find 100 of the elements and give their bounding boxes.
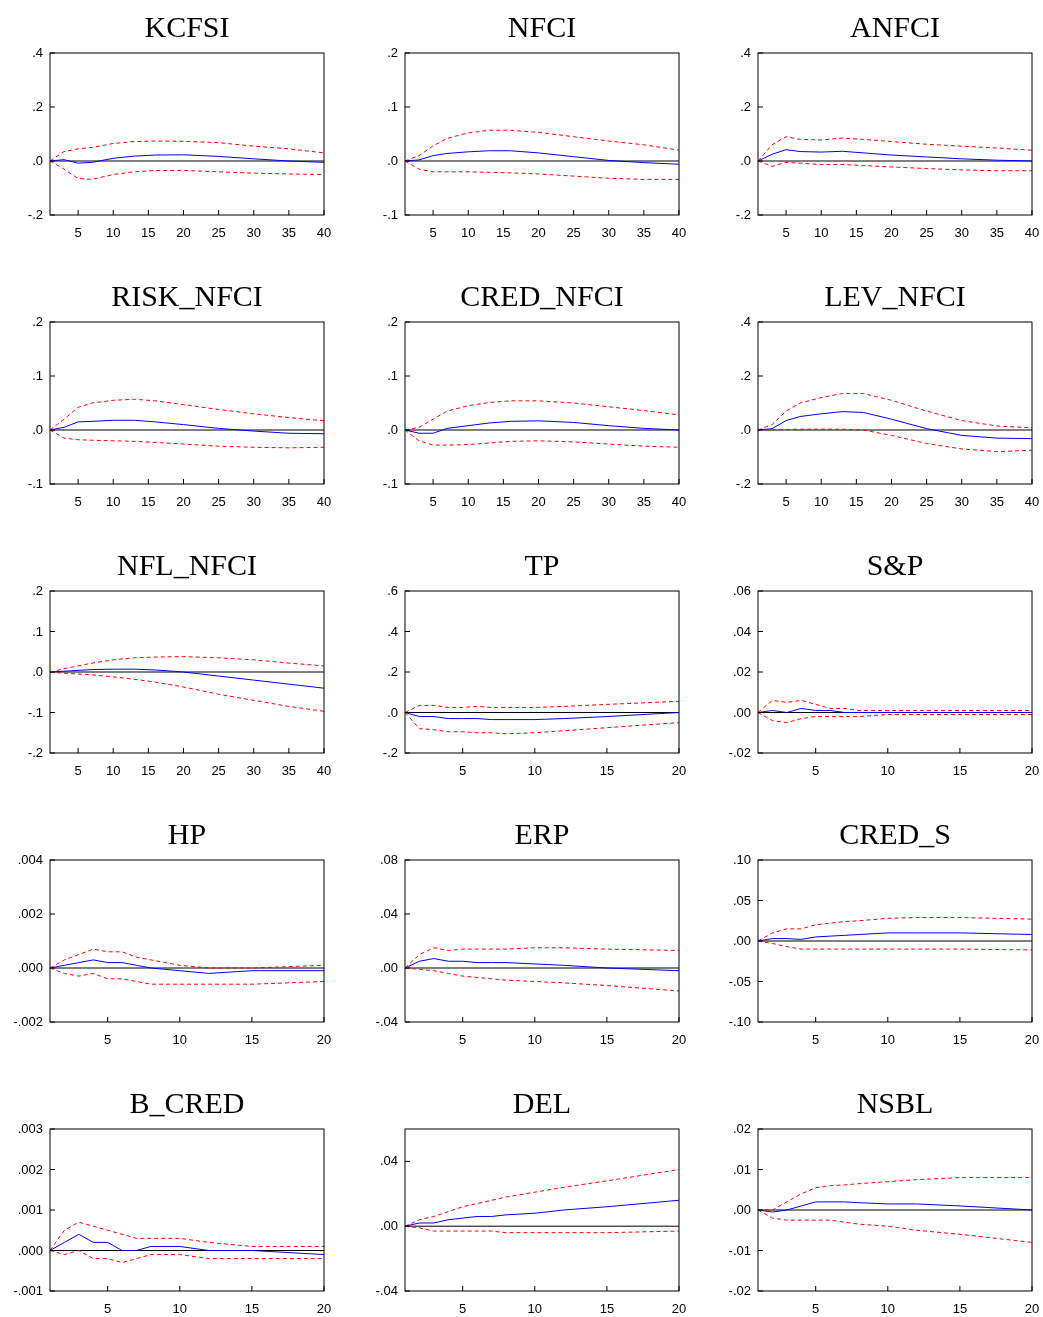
y-tick-label: .00 bbox=[379, 960, 398, 975]
x-tick-label: 20 bbox=[531, 494, 546, 509]
y-tick-label: .00 bbox=[732, 1202, 751, 1217]
x-tick-label: 5 bbox=[104, 1301, 112, 1316]
x-tick-label: 20 bbox=[671, 1301, 687, 1316]
x-tick-label: 30 bbox=[246, 763, 261, 778]
y-tick-label: -.2 bbox=[27, 745, 43, 760]
y-tick-label: .000 bbox=[17, 1242, 43, 1258]
x-tick-label: 5 bbox=[429, 225, 437, 240]
x-tick-label: 10 bbox=[461, 494, 476, 509]
chart-title: RISK_NFCI bbox=[111, 279, 263, 312]
x-tick-label: 10 bbox=[880, 763, 896, 778]
chart-title: B_CRED bbox=[129, 1086, 245, 1119]
x-tick-label: 10 bbox=[814, 494, 829, 509]
x-tick-label: 15 bbox=[599, 763, 615, 778]
y-tick-label: -.2 bbox=[735, 476, 751, 491]
y-tick-label: .0 bbox=[32, 664, 43, 679]
x-tick-label: 40 bbox=[316, 763, 332, 778]
x-tick-label: 20 bbox=[316, 1301, 332, 1316]
x-tick-label: 40 bbox=[316, 225, 332, 240]
x-tick-label: 5 bbox=[812, 763, 820, 778]
x-tick-label: 30 bbox=[954, 225, 969, 240]
y-tick-label: .1 bbox=[387, 99, 398, 114]
y-tick-label: .001 bbox=[17, 1202, 43, 1217]
y-tick-label: .6 bbox=[387, 583, 398, 598]
x-tick-label: 30 bbox=[954, 494, 969, 509]
y-tick-label: .2 bbox=[32, 314, 43, 329]
x-tick-label: 10 bbox=[172, 1032, 188, 1047]
x-tick-label: 20 bbox=[176, 494, 191, 509]
y-tick-label: .04 bbox=[732, 623, 751, 639]
x-tick-label: 15 bbox=[141, 494, 156, 509]
y-tick-label: .2 bbox=[387, 45, 398, 60]
y-tick-label: -.2 bbox=[382, 745, 398, 760]
x-tick-label: 5 bbox=[782, 494, 790, 509]
x-tick-label: 15 bbox=[244, 1032, 260, 1047]
y-tick-label: .02 bbox=[732, 1121, 751, 1136]
x-tick-label: 10 bbox=[106, 494, 121, 509]
x-tick-label: 20 bbox=[671, 763, 687, 778]
x-tick-label: 5 bbox=[812, 1032, 820, 1047]
y-tick-label: -.1 bbox=[382, 207, 398, 222]
x-tick-label: 5 bbox=[782, 225, 790, 240]
chart-title: CRED_S bbox=[839, 817, 951, 850]
chart-title: NFL_NFCI bbox=[116, 548, 258, 581]
y-tick-label: .0 bbox=[32, 153, 43, 168]
x-tick-label: 20 bbox=[1024, 1301, 1040, 1316]
y-tick-label: -.04 bbox=[375, 1014, 398, 1029]
x-tick-label: 10 bbox=[880, 1301, 896, 1316]
x-tick-label: 35 bbox=[636, 225, 652, 240]
y-tick-label: .004 bbox=[17, 852, 43, 867]
x-tick-label: 30 bbox=[246, 225, 261, 240]
x-tick-label: 15 bbox=[599, 1032, 615, 1047]
y-tick-label: .00 bbox=[732, 933, 751, 948]
x-tick-label: 20 bbox=[671, 1032, 687, 1047]
x-tick-label: 15 bbox=[952, 763, 968, 778]
y-tick-label: .2 bbox=[32, 583, 43, 598]
x-tick-label: 25 bbox=[919, 225, 934, 240]
x-tick-label: 30 bbox=[601, 225, 616, 240]
x-tick-label: 15 bbox=[952, 1301, 968, 1316]
x-tick-label: 30 bbox=[246, 494, 261, 509]
y-tick-label: -.02 bbox=[728, 1283, 751, 1298]
y-tick-label: -.05 bbox=[728, 973, 751, 989]
x-tick-label: 20 bbox=[1024, 1032, 1040, 1047]
chart-title: DEL bbox=[512, 1086, 572, 1119]
chart-title: CRED_NFCI bbox=[460, 279, 624, 312]
x-tick-label: 20 bbox=[531, 225, 546, 240]
y-tick-label: .01 bbox=[732, 1161, 751, 1177]
x-tick-label: 15 bbox=[141, 763, 156, 778]
y-tick-label: -.001 bbox=[13, 1283, 43, 1298]
y-tick-label: .1 bbox=[32, 623, 43, 639]
y-tick-label: .04 bbox=[379, 906, 398, 921]
x-tick-label: 35 bbox=[989, 494, 1005, 509]
y-tick-label: -.1 bbox=[382, 476, 398, 491]
y-tick-label: -.02 bbox=[728, 745, 751, 760]
x-tick-label: 25 bbox=[211, 494, 226, 509]
chart-title: NFCI bbox=[507, 10, 577, 43]
y-tick-label: .1 bbox=[32, 368, 43, 383]
x-tick-label: 10 bbox=[106, 763, 121, 778]
x-tick-label: 20 bbox=[1024, 763, 1040, 778]
x-tick-label: 15 bbox=[141, 225, 156, 240]
x-tick-label: 5 bbox=[74, 225, 82, 240]
y-tick-label: .0 bbox=[32, 422, 43, 437]
y-tick-label: .10 bbox=[732, 852, 751, 867]
x-tick-label: 40 bbox=[671, 225, 687, 240]
x-tick-label: 10 bbox=[527, 1032, 543, 1047]
chart-title: ERP bbox=[514, 817, 570, 850]
y-tick-label: .0 bbox=[387, 704, 398, 720]
x-tick-label: 10 bbox=[172, 1301, 188, 1316]
y-tick-label: -.01 bbox=[728, 1242, 751, 1258]
x-tick-label: 5 bbox=[104, 1032, 112, 1047]
x-tick-label: 20 bbox=[884, 494, 899, 509]
y-tick-label: .1 bbox=[387, 368, 398, 383]
x-tick-label: 20 bbox=[884, 225, 899, 240]
x-tick-label: 25 bbox=[211, 763, 226, 778]
x-tick-label: 5 bbox=[459, 1301, 467, 1316]
y-tick-label: -.04 bbox=[375, 1283, 398, 1298]
x-tick-label: 10 bbox=[461, 225, 476, 240]
x-tick-label: 40 bbox=[671, 494, 687, 509]
y-tick-label: -.002 bbox=[13, 1014, 43, 1029]
x-tick-label: 5 bbox=[459, 1032, 467, 1047]
x-tick-label: 35 bbox=[989, 225, 1005, 240]
